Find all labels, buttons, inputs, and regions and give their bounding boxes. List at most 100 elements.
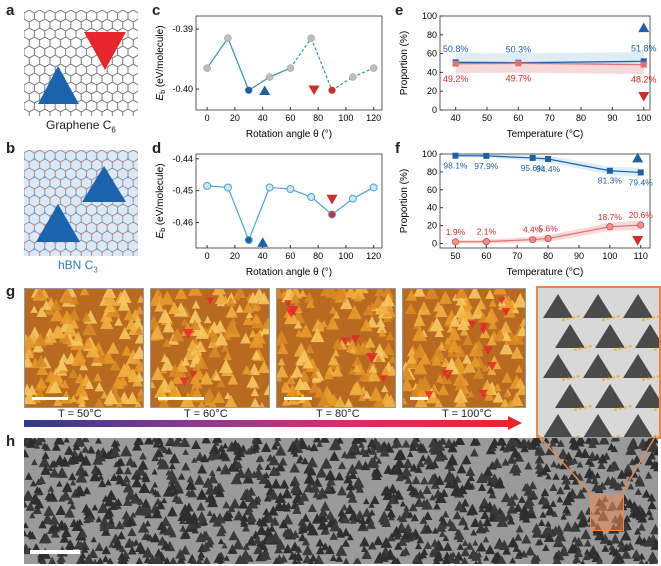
- sem-island: [222, 500, 231, 509]
- sem-island: [575, 489, 586, 499]
- afm-island: [510, 345, 524, 359]
- sem-island: [182, 448, 189, 455]
- sem-island: [34, 438, 44, 446]
- y-tick-label: 20: [427, 221, 437, 231]
- series-line-segment: [227, 187, 250, 241]
- afm-island: [305, 358, 320, 372]
- sem-island: [365, 519, 376, 529]
- sem-island: [242, 524, 250, 532]
- sem-island: [50, 529, 60, 538]
- data-point: [545, 156, 552, 163]
- sem-island: [239, 555, 249, 564]
- sem-island: [268, 465, 280, 476]
- afm-island: [151, 291, 165, 306]
- chart-f: 50 60 70 80 90 100 110 0 20 40 60 80 100 Temperature …: [399, 149, 653, 278]
- sem-island: [571, 477, 580, 485]
- sem-island: [626, 439, 637, 450]
- afm-island: [213, 373, 221, 381]
- y-tick-label: 100: [422, 11, 437, 21]
- sem-island: [99, 516, 110, 526]
- sem-island: [301, 456, 309, 465]
- sem-island: [353, 557, 360, 564]
- sem-island: [513, 502, 523, 512]
- y-axis-label: Proportion (%): [399, 169, 410, 233]
- sem-island: [81, 438, 90, 443]
- data-point: [482, 238, 490, 246]
- afm-island: [225, 305, 238, 318]
- afm-island: [475, 298, 487, 310]
- sem-island: [583, 548, 591, 555]
- sem-island: [616, 469, 627, 479]
- afm-island: [71, 351, 86, 367]
- data-point: [515, 60, 522, 67]
- afm-island: [277, 357, 286, 366]
- sem-island: [557, 448, 569, 460]
- sem-island: [419, 516, 428, 524]
- afm-island: [295, 358, 304, 366]
- afm-island: [352, 363, 361, 373]
- sem-island: [137, 521, 150, 533]
- sem-island: [120, 444, 133, 457]
- afm-island: [290, 292, 301, 304]
- sem-island: [638, 558, 645, 564]
- sem-island: [411, 528, 421, 537]
- afm-island: [281, 397, 291, 406]
- sem-island: [635, 509, 647, 521]
- afm-island: [298, 323, 313, 338]
- sem-island: [347, 493, 358, 503]
- sem-island: [346, 463, 358, 474]
- afm-island: [136, 295, 143, 303]
- sem-island: [307, 503, 317, 512]
- sem-island: [465, 466, 476, 476]
- sem-island: [632, 454, 642, 464]
- sem-island: [187, 488, 198, 498]
- sem-island: [476, 519, 484, 526]
- sem-island: [432, 550, 445, 562]
- zoom-inset-svg: [543, 294, 659, 437]
- sem-island: [510, 447, 521, 458]
- sem-island: [160, 516, 171, 527]
- sem-island: [344, 503, 356, 515]
- sem-island: [89, 470, 101, 482]
- sem-island: [296, 558, 302, 564]
- sem-island: [101, 545, 111, 555]
- afm-island: [437, 384, 449, 396]
- temperature-gradient-arrow: [24, 420, 510, 427]
- sem-island: [563, 482, 571, 490]
- sem-island: [278, 457, 288, 466]
- sem-island: [116, 457, 126, 466]
- sem-island: [339, 513, 351, 524]
- sem-island: [508, 462, 521, 474]
- sem-island: [402, 457, 414, 469]
- afm-island: [455, 395, 467, 407]
- sem-island: [78, 529, 88, 538]
- sem-island: [348, 470, 358, 480]
- sem-island: [516, 549, 524, 557]
- sem-island: [196, 502, 206, 511]
- afm-island: [515, 377, 525, 389]
- sem-island: [576, 519, 586, 528]
- sem-island: [297, 497, 305, 505]
- afm-island: [446, 349, 455, 357]
- afm-island: [223, 351, 233, 361]
- sem-island: [46, 464, 54, 471]
- afm-island: [126, 391, 139, 405]
- sem-island: [393, 464, 404, 474]
- sem-island: [171, 493, 181, 503]
- afm-island: [473, 367, 485, 379]
- sem-island: [68, 453, 80, 464]
- sem-island: [461, 539, 469, 546]
- sem-island: [168, 462, 176, 470]
- sem-island: [68, 472, 77, 481]
- afm-island: [248, 296, 262, 311]
- sem-island: [572, 554, 582, 563]
- blue-triangle-marker: [638, 22, 650, 33]
- sem-island: [609, 460, 621, 471]
- sem-island: [253, 443, 261, 450]
- sem-island: [249, 489, 256, 496]
- data-label-red: 4.4%: [523, 225, 543, 235]
- sem-island: [33, 486, 42, 494]
- afm-island: [487, 365, 497, 375]
- afm-island: [345, 339, 359, 353]
- data-point: [286, 64, 295, 72]
